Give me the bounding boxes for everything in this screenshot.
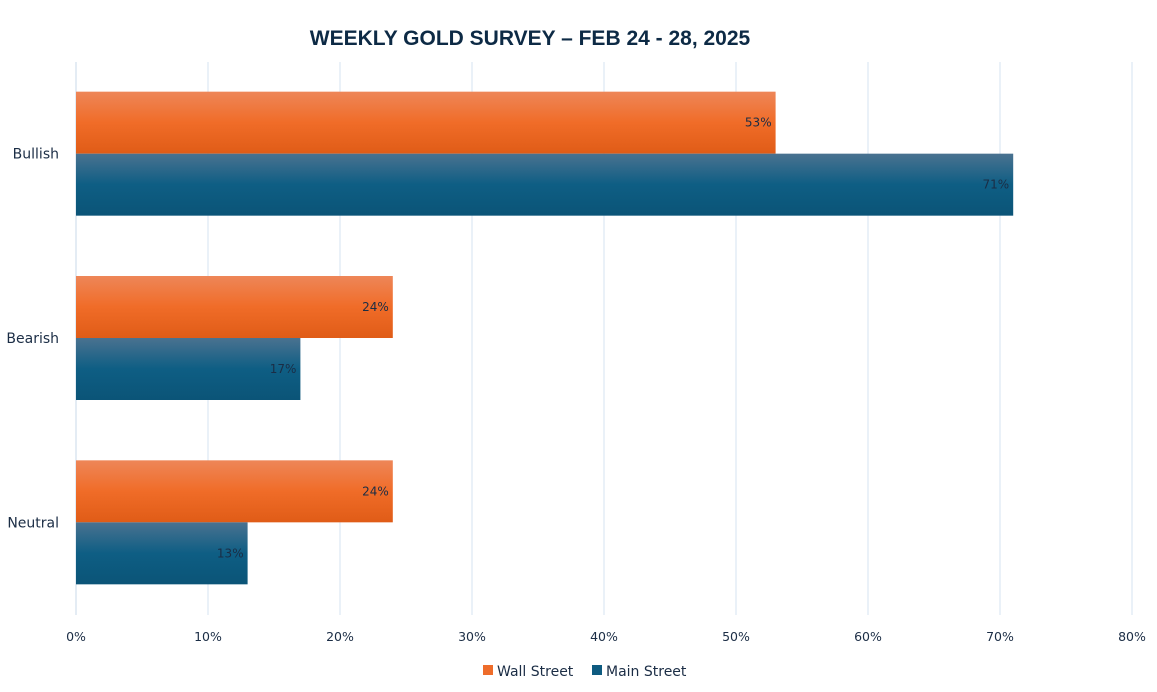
- data-label: 53%: [745, 116, 772, 130]
- x-tick-label: 10%: [194, 629, 222, 644]
- legend-swatch: [592, 665, 602, 675]
- category-label: Bullish: [13, 147, 59, 163]
- legend-label: Main Street: [606, 664, 687, 680]
- legend-label: Wall Street: [497, 664, 574, 680]
- x-tick-label: 80%: [1118, 629, 1146, 644]
- bar-wall-street-bullish: [76, 91, 776, 154]
- bar-main-street-bullish: [76, 153, 1014, 216]
- bar-main-street-bearish: [76, 338, 301, 400]
- legend: Wall Street Main Street: [483, 664, 687, 680]
- x-tick-label: 70%: [986, 629, 1014, 644]
- data-label: 24%: [362, 484, 389, 498]
- chart-title: WEEKLY GOLD SURVEY – FEB 24 - 28, 2025: [310, 27, 751, 50]
- x-tick-label: 20%: [326, 629, 354, 644]
- bar-wall-street-neutral: [76, 460, 393, 523]
- data-label: 17%: [270, 362, 297, 376]
- legend-swatch: [483, 665, 493, 675]
- data-label: 71%: [983, 178, 1010, 192]
- x-tick-label: 0%: [66, 629, 86, 644]
- x-tick-label: 50%: [722, 629, 750, 644]
- x-tick-label: 60%: [854, 629, 882, 644]
- bar-wall-street-bearish: [76, 276, 393, 338]
- data-label: 24%: [362, 300, 389, 314]
- category-label: Neutral: [7, 515, 59, 531]
- x-tick-label: 30%: [458, 629, 486, 644]
- category-label: Bearish: [6, 331, 59, 347]
- x-tick-label: 40%: [590, 629, 618, 644]
- bar-main-street-neutral: [76, 522, 248, 585]
- data-label: 13%: [217, 546, 244, 560]
